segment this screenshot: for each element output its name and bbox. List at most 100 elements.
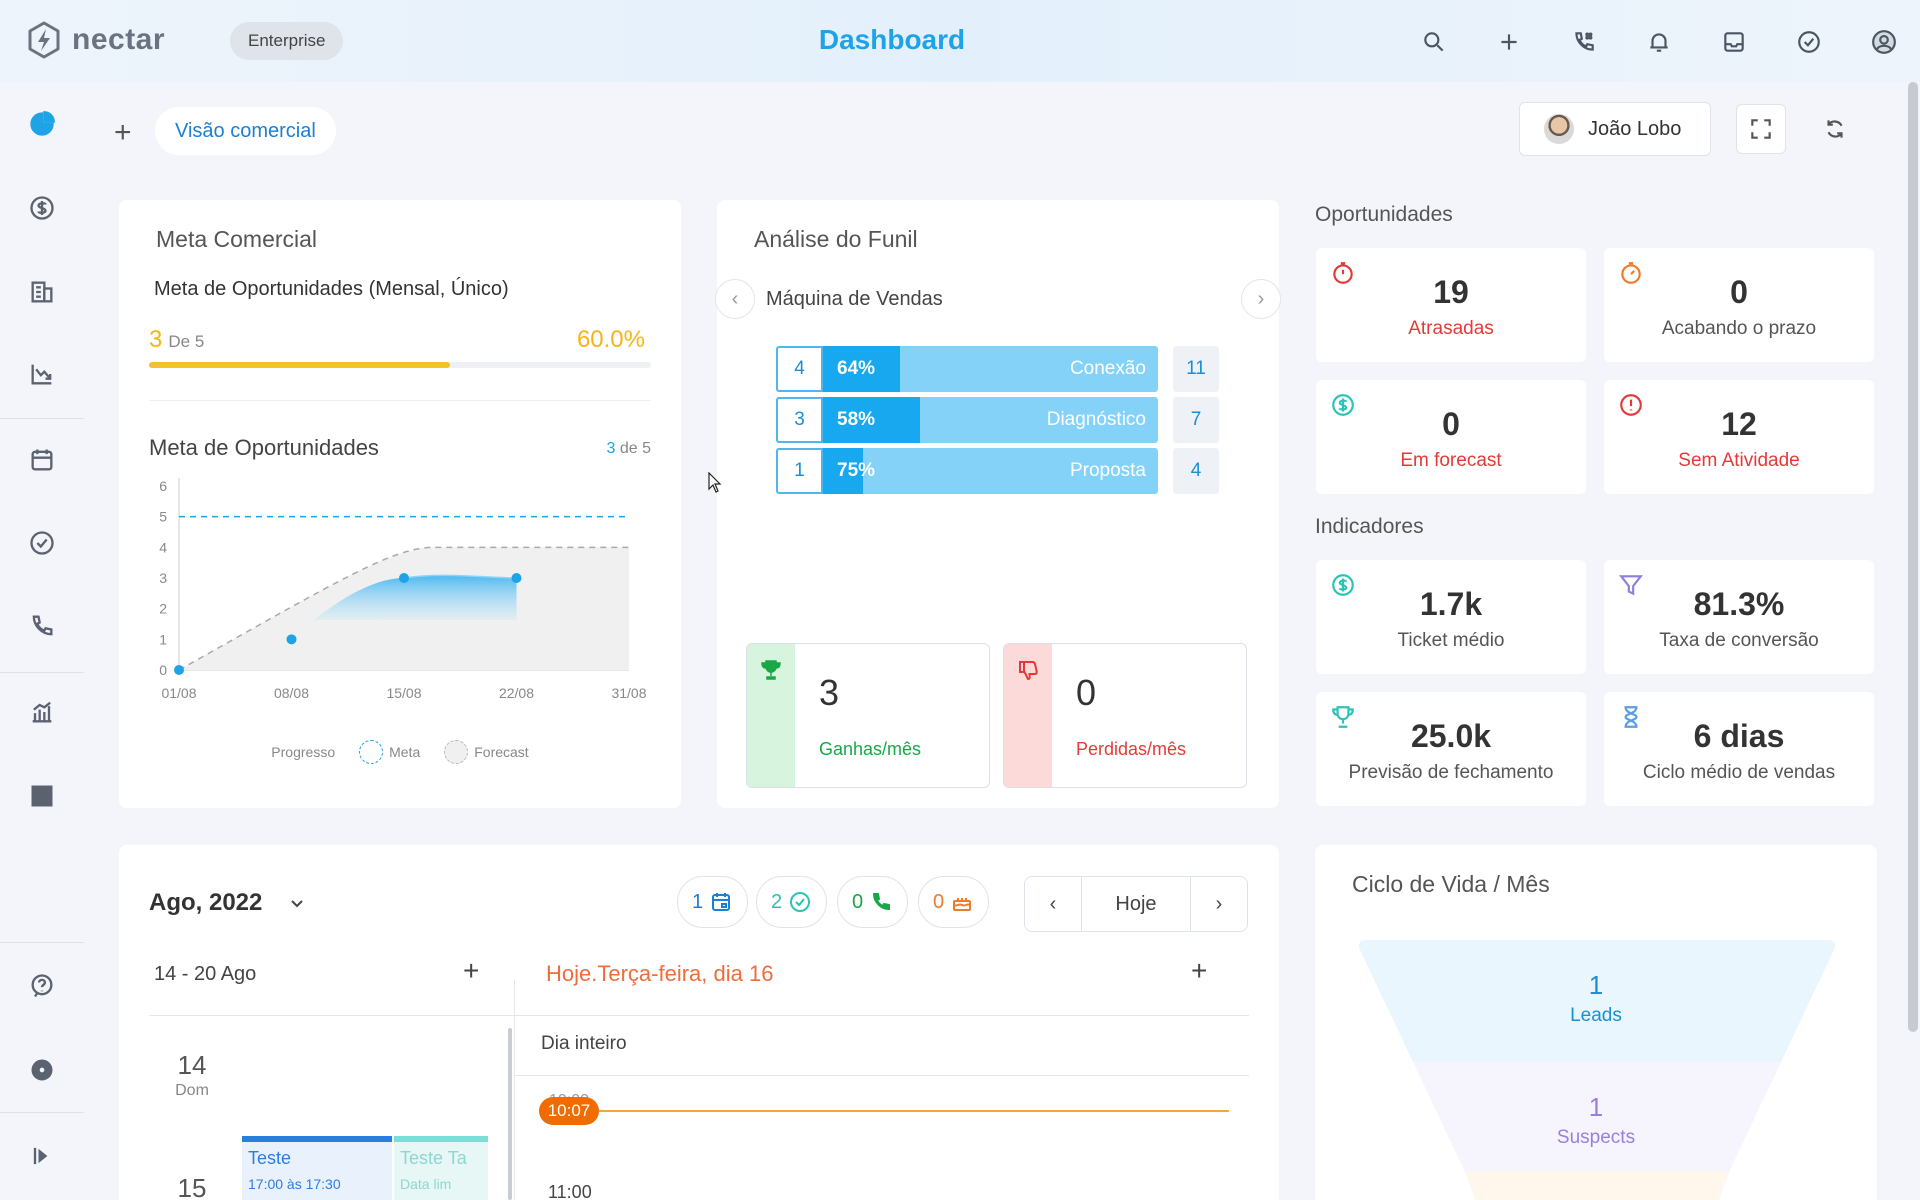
counter-events[interactable]: 1 bbox=[677, 876, 749, 928]
refresh-button[interactable] bbox=[1810, 104, 1860, 154]
search-icon[interactable] bbox=[1412, 22, 1456, 62]
meta-comercial-card: Meta Comercial Meta de Oportunidades (Me… bbox=[119, 200, 681, 808]
stat-card[interactable]: 25.0k Previsão de fechamento bbox=[1316, 692, 1586, 806]
dollar-icon[interactable] bbox=[18, 184, 66, 232]
legend-swatch bbox=[444, 740, 469, 764]
bell-icon[interactable] bbox=[1637, 22, 1681, 62]
counter-tasks[interactable]: 2 bbox=[756, 876, 828, 928]
day-number[interactable]: 15 bbox=[177, 1173, 207, 1200]
phone-icon[interactable] bbox=[1562, 22, 1606, 62]
legend-forecast[interactable]: Forecast bbox=[444, 740, 529, 764]
stage-count: 3 bbox=[776, 397, 823, 443]
add-event-today-button[interactable]: + bbox=[1191, 955, 1208, 986]
add-view-button[interactable]: + bbox=[114, 116, 132, 149]
day-number[interactable]: 14 bbox=[177, 1050, 207, 1080]
lifecycle-label: Leads bbox=[1570, 1005, 1622, 1026]
stat-card[interactable]: 0 Acabando o prazo bbox=[1604, 248, 1874, 362]
won-card[interactable]: 3 Ganhas/mês bbox=[746, 643, 990, 788]
week-range: 14 - 20 Ago bbox=[154, 963, 257, 985]
view-tab[interactable]: Visão comercial bbox=[155, 107, 336, 155]
collapse-icon[interactable] bbox=[18, 1132, 66, 1180]
calendar-event[interactable]: Teste 17:00 às 17:30 bbox=[242, 1136, 392, 1200]
stat-card[interactable]: 12 Sem Atividade bbox=[1604, 380, 1874, 494]
won-label: Ganhas/mês bbox=[819, 739, 922, 759]
prev-pipeline-button[interactable]: ‹ bbox=[715, 279, 755, 319]
y-tick-label: 6 bbox=[159, 478, 167, 494]
stat-value: 25.0k bbox=[1410, 718, 1492, 754]
stage-total[interactable]: 7 bbox=[1173, 397, 1219, 443]
prev-week-button[interactable]: ‹ bbox=[1049, 892, 1057, 915]
all-day-label: Dia inteiro bbox=[541, 1033, 627, 1054]
today-button[interactable]: Hoje bbox=[1081, 877, 1191, 931]
stat-card[interactable]: 0 Em forecast bbox=[1316, 380, 1586, 494]
plus-icon[interactable] bbox=[1487, 22, 1531, 62]
chart-down-icon[interactable] bbox=[18, 350, 66, 398]
stage-name: Diagnóstico bbox=[1046, 409, 1146, 430]
funnel-stage[interactable]: 1 75% Proposta bbox=[776, 448, 1158, 494]
stat-card[interactable]: 1.7k Ticket médio bbox=[1316, 560, 1586, 674]
settings-icon[interactable] bbox=[18, 1046, 66, 1094]
mouse-cursor-icon bbox=[708, 472, 722, 493]
legend-label: Progresso bbox=[271, 744, 336, 760]
user-filter-button[interactable]: João Lobo bbox=[1519, 102, 1711, 156]
stat-value: 81.3% bbox=[1693, 586, 1785, 622]
check-circle-icon[interactable] bbox=[18, 519, 66, 567]
stat-card[interactable]: 6 dias Ciclo médio de vendas bbox=[1604, 692, 1874, 806]
hourglass-icon bbox=[1624, 706, 1638, 728]
counter-birthdays[interactable]: 0 bbox=[918, 876, 990, 928]
fullscreen-icon bbox=[1751, 119, 1771, 139]
stat-card[interactable]: 19 Atrasadas bbox=[1316, 248, 1586, 362]
check-circle-icon[interactable] bbox=[1787, 22, 1831, 62]
funnel-stage[interactable]: 4 64% Conexão bbox=[776, 346, 1158, 392]
next-week-button[interactable]: › bbox=[1215, 892, 1223, 915]
calendar-task[interactable]: Teste Ta Data lim bbox=[394, 1136, 488, 1200]
funnel-level-suspects bbox=[1413, 1062, 1781, 1172]
scrollbar[interactable] bbox=[508, 1028, 512, 1200]
pie-chart-icon[interactable] bbox=[18, 100, 66, 148]
divider bbox=[149, 400, 651, 401]
sidebar-divider bbox=[0, 672, 84, 673]
x-tick-label: 01/08 bbox=[161, 685, 196, 701]
month-selector[interactable]: Ago, 2022 bbox=[149, 889, 263, 916]
lifecycle-funnel bbox=[1359, 940, 1835, 1200]
user-circle-icon[interactable] bbox=[1862, 22, 1906, 62]
stage-total[interactable]: 4 bbox=[1173, 448, 1219, 494]
widgets-icon[interactable] bbox=[18, 772, 66, 820]
funnel-stage[interactable]: 3 58% Diagnóstico bbox=[776, 397, 1158, 443]
stopwatch-icon bbox=[1333, 262, 1353, 284]
inbox-icon[interactable] bbox=[1712, 22, 1756, 62]
page-scrollbar[interactable] bbox=[1908, 82, 1918, 1032]
avatar bbox=[1544, 114, 1574, 144]
next-pipeline-button[interactable]: › bbox=[1241, 279, 1281, 319]
chevron-down-icon[interactable] bbox=[287, 893, 307, 913]
funnel-level-next bbox=[1465, 1172, 1729, 1200]
lost-card[interactable]: 0 Perdidas/mês bbox=[1003, 643, 1247, 788]
dollar-circle-icon bbox=[1332, 394, 1354, 416]
section-title-indicadores: Indicadores bbox=[1315, 515, 1424, 538]
ciclo-de-vida-card: Ciclo de Vida / Mês 1 Leads 1 Suspects bbox=[1315, 845, 1877, 1200]
stat-value: 6 dias bbox=[1693, 718, 1785, 754]
y-tick-label: 2 bbox=[159, 601, 167, 617]
date-navigation: ‹ Hoje › bbox=[1024, 876, 1248, 932]
progress-line bbox=[403, 574, 517, 579]
counter-calls[interactable]: 0 bbox=[837, 876, 909, 928]
fullscreen-button[interactable] bbox=[1736, 104, 1786, 154]
phone-icon[interactable] bbox=[18, 602, 66, 650]
bar-chart-icon[interactable] bbox=[18, 688, 66, 736]
logo[interactable]: nectar bbox=[24, 20, 165, 60]
legend-swatch bbox=[359, 740, 384, 764]
stage-total[interactable]: 11 bbox=[1173, 346, 1219, 392]
help-icon[interactable] bbox=[18, 962, 66, 1010]
goal-current-value: 3 bbox=[149, 326, 163, 353]
chart-count: 3 de 5 bbox=[607, 440, 652, 458]
add-event-week-button[interactable]: + bbox=[463, 955, 480, 986]
legend-progresso[interactable]: Progresso bbox=[271, 744, 335, 760]
stat-card[interactable]: 81.3% Taxa de conversão bbox=[1604, 560, 1874, 674]
stage-percent: 75% bbox=[837, 460, 876, 481]
event-title: Teste bbox=[248, 1148, 292, 1168]
stat-value: 19 bbox=[1433, 274, 1469, 310]
building-icon[interactable] bbox=[18, 268, 66, 316]
legend-meta[interactable]: Meta bbox=[359, 740, 420, 764]
stat-label: Acabando o prazo bbox=[1661, 318, 1817, 339]
calendar-icon[interactable] bbox=[18, 436, 66, 484]
